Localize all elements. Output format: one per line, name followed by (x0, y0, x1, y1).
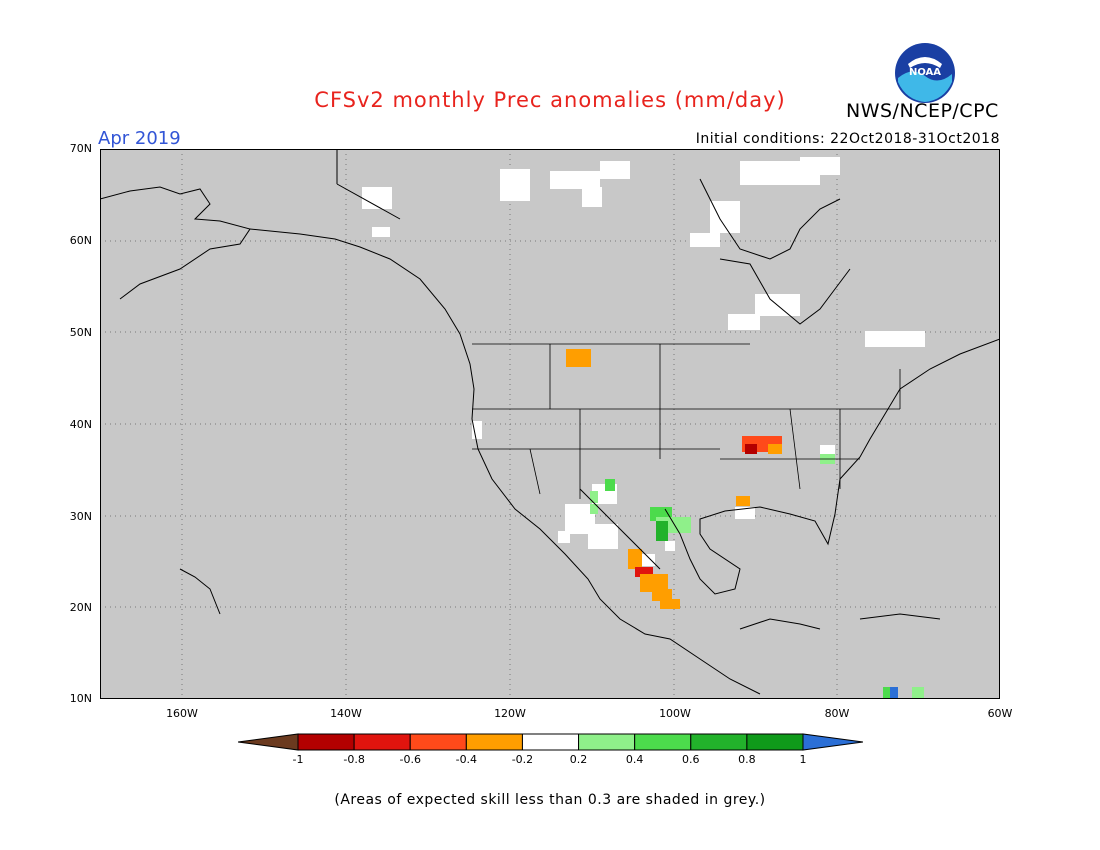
chart-title: CFSv2 monthly Prec anomalies (mm/day) (314, 88, 786, 112)
svg-text:NOAA: NOAA (909, 67, 941, 78)
colorbar-label: -0.2 (512, 753, 533, 766)
near-zero-areas (362, 157, 925, 566)
lon-label: 60W (987, 707, 1013, 720)
lat-label: 60N (69, 234, 92, 247)
lat-label: 40N (69, 418, 92, 431)
initial-conditions: Initial conditions: 22Oct2018-31Oct2018 (695, 131, 1000, 147)
agency-label: NWS/NCEP/CPC (846, 100, 999, 122)
colorbar-label: -0.4 (456, 753, 477, 766)
colorbar-cell (690, 733, 748, 751)
colorbar-label: 0.6 (682, 753, 700, 766)
lon-label: 140W (330, 707, 362, 720)
state-borders (472, 343, 901, 499)
coastlines (100, 149, 1000, 695)
footer-note: (Areas of expected skill less than 0.3 a… (334, 792, 766, 808)
forecast-month: Apr 2019 (98, 128, 181, 149)
colorbar-cell (297, 733, 355, 751)
colorbar-label: 0.8 (738, 753, 756, 766)
anomaly-map (100, 149, 1000, 699)
lon-label: 120W (494, 707, 526, 720)
colorbar-label: 0.4 (626, 753, 644, 766)
colorbar-high-arrow (802, 733, 863, 751)
lat-label: 10N (69, 692, 92, 705)
lon-label: 80W (824, 707, 850, 720)
colorbar-label: -1 (293, 753, 304, 766)
lat-label: 20N (69, 601, 92, 614)
colorbar-cell (578, 733, 636, 751)
colorbar-label: 1 (800, 753, 807, 766)
colorbar-cell (746, 733, 804, 751)
negative-anomaly-areas (566, 349, 782, 609)
colorbar: -1 -0.8 -0.6 -0.4 -0.2 0.2 0.4 0.6 0.8 1 (238, 733, 863, 766)
colorbar-low-arrow (238, 733, 299, 751)
colorbar-cell (353, 733, 411, 751)
colorbar-cell (409, 733, 467, 751)
lat-label: 50N (69, 326, 92, 339)
colorbar-cell (634, 733, 692, 751)
colorbar-label: -0.8 (343, 753, 364, 766)
colorbar-label: -0.6 (399, 753, 420, 766)
lon-label: 100W (659, 707, 691, 720)
lon-label: 160W (166, 707, 198, 720)
colorbar-cell (465, 733, 523, 751)
lat-label: 70N (69, 142, 92, 155)
colorbar-cell (521, 733, 580, 751)
lat-label: 30N (69, 510, 92, 523)
colorbar-label: 0.2 (570, 753, 588, 766)
noaa-logo: NOAA (895, 43, 955, 103)
graticule (100, 149, 1000, 699)
